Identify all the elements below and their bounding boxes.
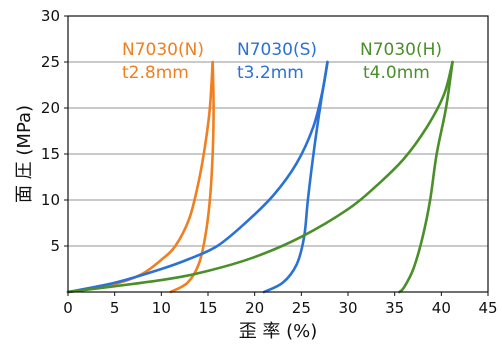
series-h-name-label: N7030(H) <box>360 40 442 60</box>
series-h-loading-line <box>66 60 454 294</box>
series-layer <box>66 60 454 294</box>
series-n-name-label: N7030(N) <box>122 40 204 60</box>
grid <box>68 61 488 247</box>
series-n-unloading-line <box>169 60 215 294</box>
series-n-thickness-label: t2.8mm <box>122 63 189 83</box>
y-tick-label-15: 15 <box>41 145 60 163</box>
x-tick-label-40: 40 <box>432 299 451 317</box>
y-tick-label-20: 20 <box>41 99 60 117</box>
y-tick-label-10: 10 <box>41 191 60 209</box>
y-tick-label-30: 30 <box>41 7 60 25</box>
series-s-unloading-line <box>262 60 329 294</box>
series-h-thickness-label: t4.0mm <box>363 63 430 83</box>
series-s-thickness-label: t3.2mm <box>237 63 304 83</box>
x-tick-label-15: 15 <box>198 299 217 317</box>
series-s-name-label: N7030(S) <box>237 40 317 60</box>
y-tick-label-25: 25 <box>41 53 60 71</box>
x-tick-label-30: 30 <box>338 299 357 317</box>
x-tick-label-5: 5 <box>110 299 120 317</box>
x-tick-label-45: 45 <box>478 299 497 317</box>
series-h-unloading-line <box>398 60 454 294</box>
series-s-loading-line <box>66 60 329 294</box>
x-tick-label-0: 0 <box>63 299 73 317</box>
series-labels: N7030(N) t2.8mm N7030(S) t3.2mm N7030(H) t4.0… <box>122 40 442 83</box>
x-tick-label-35: 35 <box>385 299 404 317</box>
y-tick-label-5: 5 <box>50 237 60 255</box>
x-tick-label-25: 25 <box>292 299 311 317</box>
x-tick-label-10: 10 <box>152 299 171 317</box>
y-axis-title: 面 圧 (MPa) <box>14 105 35 203</box>
x-axis-title: 歪 率 (%) <box>239 321 318 342</box>
x-tick-label-20: 20 <box>245 299 264 317</box>
ticks: 0 5 10 15 20 25 30 35 40 45 5 10 15 20 25 30 <box>41 7 498 317</box>
